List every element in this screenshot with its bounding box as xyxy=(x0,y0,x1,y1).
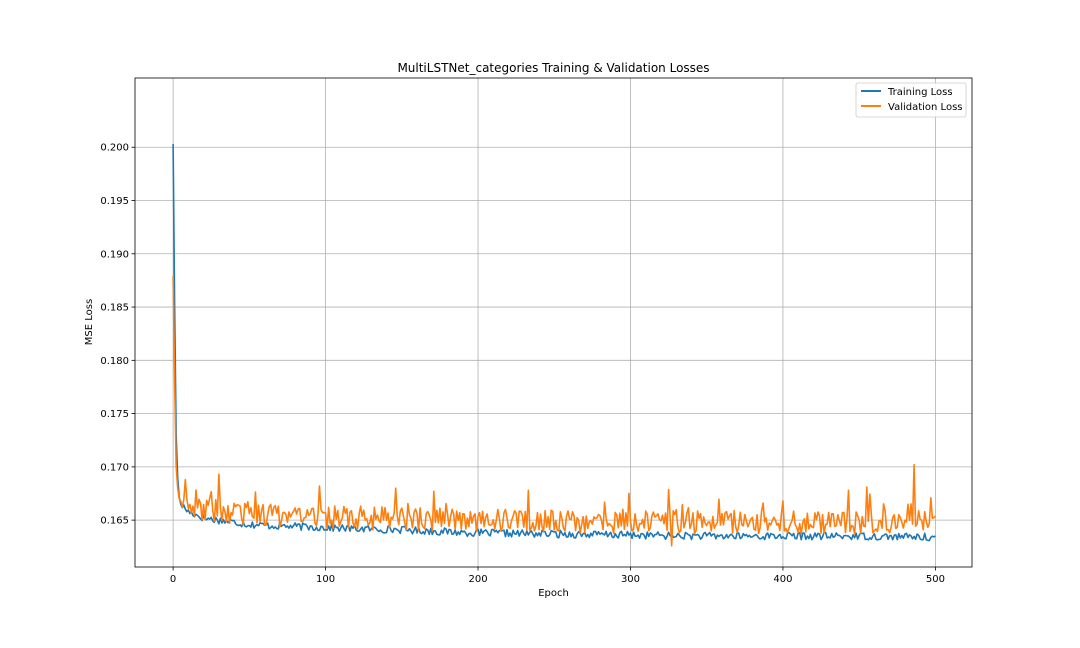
legend-training-label: Training Loss xyxy=(887,87,953,98)
y-tick-label: 0.200 xyxy=(100,143,129,154)
axes-frame xyxy=(134,77,973,568)
y-tick-label: 0.180 xyxy=(100,356,129,367)
x-tick-label: 500 xyxy=(926,574,945,585)
x-tick-label: 0 xyxy=(170,574,176,585)
x-tick-label: 200 xyxy=(468,574,487,585)
x-ticks: 0 100 200 300 400 500 xyxy=(170,567,945,585)
y-tick-label: 0.195 xyxy=(100,196,129,207)
y-tick-label: 0.170 xyxy=(100,462,129,473)
legend-validation-label: Validation Loss xyxy=(888,102,963,113)
series-lines xyxy=(172,144,936,547)
chart-title: MultiLSTNet_categories Training & Valida… xyxy=(397,61,709,75)
y-tick-label: 0.185 xyxy=(100,303,129,314)
y-tick-label: 0.165 xyxy=(100,516,129,527)
y-axis-label: MSE Loss xyxy=(84,299,95,345)
legend: Training Loss Validation Loss xyxy=(855,82,967,118)
series-line-validation-loss xyxy=(172,276,936,547)
x-tick-label: 100 xyxy=(316,574,335,585)
grid-lines xyxy=(135,78,972,567)
y-ticks: 0.165 0.170 0.175 0.180 0.185 0.190 0.195 0.200 xyxy=(100,143,135,527)
x-axis-label: Epoch xyxy=(538,588,569,599)
x-tick-label: 400 xyxy=(773,574,792,585)
x-tick-label: 300 xyxy=(621,574,640,585)
y-tick-label: 0.175 xyxy=(100,409,129,420)
y-tick-label: 0.190 xyxy=(100,249,129,260)
legend-box xyxy=(855,82,967,118)
series-line-training-loss xyxy=(172,144,936,542)
